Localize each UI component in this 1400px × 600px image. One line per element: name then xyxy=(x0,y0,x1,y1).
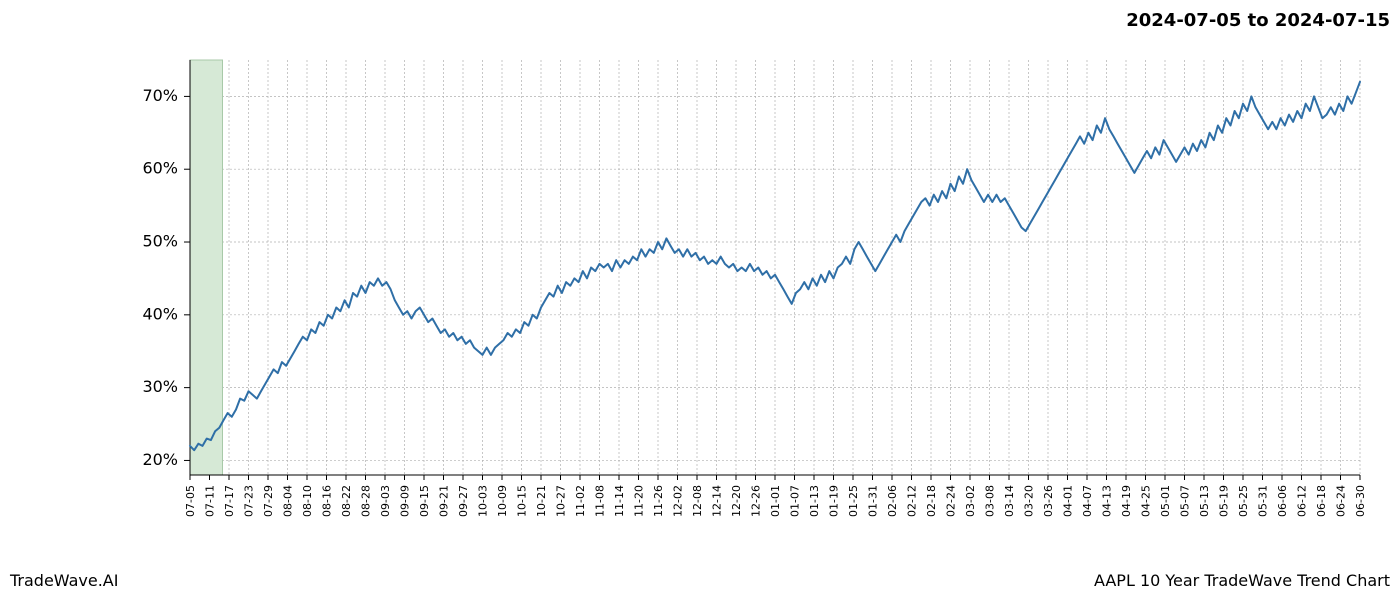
svg-text:09-09: 09-09 xyxy=(398,485,411,517)
svg-text:11-26: 11-26 xyxy=(652,485,665,517)
svg-text:12-20: 12-20 xyxy=(730,485,743,517)
svg-text:01-31: 01-31 xyxy=(866,485,879,517)
svg-text:40%: 40% xyxy=(142,304,178,323)
svg-text:10-21: 10-21 xyxy=(535,485,548,517)
svg-text:12-14: 12-14 xyxy=(710,485,723,517)
svg-text:10-09: 10-09 xyxy=(496,485,509,517)
svg-text:20%: 20% xyxy=(142,450,178,469)
svg-text:07-29: 07-29 xyxy=(262,485,275,517)
svg-text:05-01: 05-01 xyxy=(1159,485,1172,517)
svg-text:30%: 30% xyxy=(142,377,178,396)
svg-text:06-24: 06-24 xyxy=(1334,485,1347,517)
svg-text:50%: 50% xyxy=(142,232,178,251)
svg-text:11-20: 11-20 xyxy=(632,485,645,517)
svg-text:01-13: 01-13 xyxy=(808,485,821,517)
svg-text:04-25: 04-25 xyxy=(1139,485,1152,517)
svg-text:11-02: 11-02 xyxy=(574,485,587,517)
svg-text:05-31: 05-31 xyxy=(1256,485,1269,517)
svg-text:06-30: 06-30 xyxy=(1354,485,1367,517)
svg-text:03-02: 03-02 xyxy=(964,485,977,517)
svg-text:07-05: 07-05 xyxy=(184,485,197,517)
svg-text:03-26: 03-26 xyxy=(1042,485,1055,517)
svg-text:04-01: 04-01 xyxy=(1061,485,1074,517)
svg-text:07-23: 07-23 xyxy=(242,485,255,517)
chart-container: 2024-07-05 to 2024-07-15 TradeWave.AI AA… xyxy=(0,0,1400,600)
svg-text:08-28: 08-28 xyxy=(359,485,372,517)
svg-text:01-25: 01-25 xyxy=(847,485,860,517)
svg-text:09-03: 09-03 xyxy=(379,485,392,517)
svg-text:10-03: 10-03 xyxy=(476,485,489,517)
svg-text:60%: 60% xyxy=(142,159,178,178)
svg-text:09-21: 09-21 xyxy=(437,485,450,517)
svg-text:02-24: 02-24 xyxy=(944,485,957,517)
svg-text:02-18: 02-18 xyxy=(925,485,938,517)
svg-text:10-15: 10-15 xyxy=(515,485,528,517)
svg-text:01-07: 01-07 xyxy=(788,485,801,517)
svg-text:70%: 70% xyxy=(142,86,178,105)
svg-text:08-22: 08-22 xyxy=(340,485,353,517)
svg-text:03-14: 03-14 xyxy=(1003,485,1016,517)
svg-text:05-25: 05-25 xyxy=(1237,485,1250,517)
svg-text:09-27: 09-27 xyxy=(457,485,470,517)
svg-text:06-12: 06-12 xyxy=(1295,485,1308,517)
svg-text:04-19: 04-19 xyxy=(1120,485,1133,517)
svg-text:05-13: 05-13 xyxy=(1198,485,1211,517)
svg-text:12-02: 12-02 xyxy=(671,485,684,517)
chart-plot: 20% 30% 40% 50% 60% 70% 07-05 07-11 07-17 07-23 07… xyxy=(0,0,1400,600)
svg-text:01-19: 01-19 xyxy=(827,485,840,517)
svg-text:06-18: 06-18 xyxy=(1315,485,1328,517)
svg-text:03-08: 03-08 xyxy=(983,485,996,517)
svg-text:08-04: 08-04 xyxy=(281,485,294,517)
svg-text:08-16: 08-16 xyxy=(320,485,333,517)
svg-text:11-14: 11-14 xyxy=(613,485,626,517)
svg-text:09-15: 09-15 xyxy=(418,485,431,517)
svg-text:10-27: 10-27 xyxy=(554,485,567,517)
svg-text:02-06: 02-06 xyxy=(886,485,899,517)
svg-text:03-20: 03-20 xyxy=(1022,485,1035,517)
svg-text:05-07: 05-07 xyxy=(1178,485,1191,517)
svg-text:02-12: 02-12 xyxy=(905,485,918,517)
svg-text:04-07: 04-07 xyxy=(1081,485,1094,517)
svg-text:04-13: 04-13 xyxy=(1100,485,1113,517)
svg-text:11-08: 11-08 xyxy=(593,485,606,517)
svg-text:12-08: 12-08 xyxy=(691,485,704,517)
svg-text:06-06: 06-06 xyxy=(1276,485,1289,517)
svg-text:08-10: 08-10 xyxy=(301,485,314,517)
svg-text:05-19: 05-19 xyxy=(1217,485,1230,517)
svg-text:12-26: 12-26 xyxy=(749,485,762,517)
svg-text:07-11: 07-11 xyxy=(203,485,216,517)
svg-text:01-01: 01-01 xyxy=(769,485,782,517)
svg-text:07-17: 07-17 xyxy=(223,485,236,517)
